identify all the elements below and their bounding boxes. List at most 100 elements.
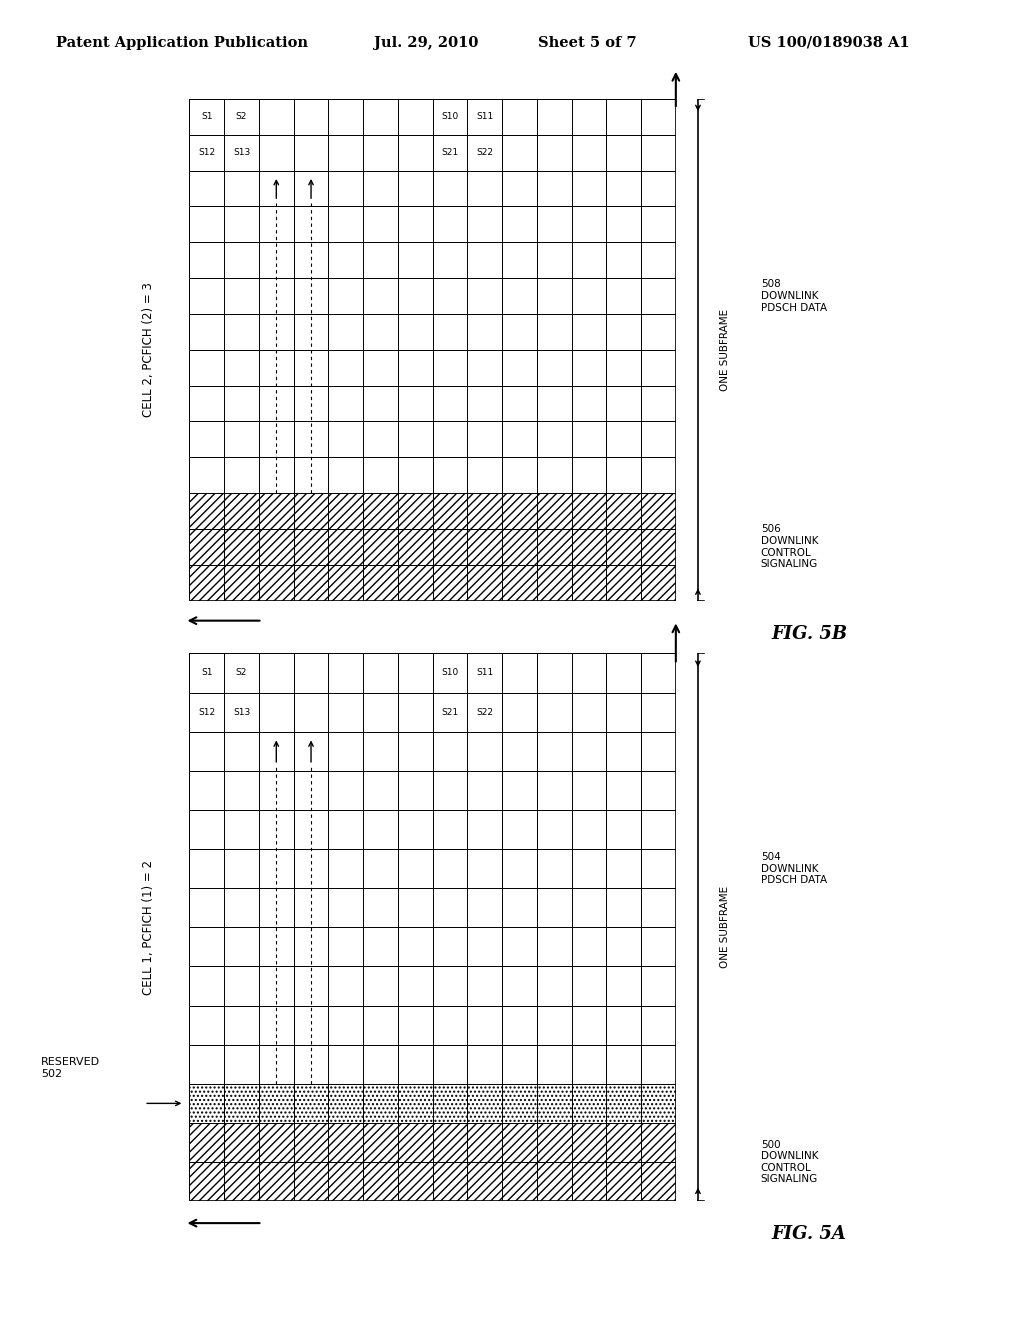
Bar bbox=[641, 810, 676, 849]
Bar bbox=[259, 206, 294, 243]
Bar bbox=[641, 653, 676, 693]
Bar bbox=[502, 966, 537, 1006]
Bar bbox=[467, 314, 502, 350]
Bar bbox=[329, 314, 364, 350]
Bar bbox=[364, 888, 398, 927]
Bar bbox=[432, 206, 467, 243]
Bar bbox=[467, 888, 502, 927]
Bar bbox=[189, 206, 224, 243]
Bar bbox=[641, 494, 676, 529]
Bar bbox=[641, 1084, 676, 1123]
Bar bbox=[398, 1162, 432, 1201]
Bar bbox=[224, 693, 259, 731]
Bar bbox=[294, 206, 329, 243]
Bar bbox=[641, 1044, 676, 1084]
Bar bbox=[189, 1044, 224, 1084]
Bar bbox=[571, 529, 606, 565]
Bar bbox=[537, 529, 571, 565]
Bar bbox=[329, 565, 364, 601]
Bar bbox=[467, 243, 502, 279]
Bar bbox=[502, 565, 537, 601]
Bar bbox=[432, 135, 467, 170]
Bar bbox=[259, 135, 294, 170]
Bar bbox=[467, 529, 502, 565]
Bar bbox=[329, 494, 364, 529]
Bar bbox=[537, 135, 571, 170]
Bar bbox=[398, 385, 432, 421]
Bar bbox=[224, 529, 259, 565]
Bar bbox=[641, 350, 676, 385]
Bar bbox=[364, 771, 398, 810]
Bar bbox=[364, 966, 398, 1006]
Bar bbox=[224, 565, 259, 601]
Bar bbox=[259, 350, 294, 385]
Text: US 100/0189038 A1: US 100/0189038 A1 bbox=[748, 36, 909, 50]
Text: S13: S13 bbox=[232, 148, 250, 157]
Bar bbox=[502, 421, 537, 457]
Text: FIG. 5A: FIG. 5A bbox=[771, 1225, 846, 1243]
Bar bbox=[641, 1123, 676, 1162]
Bar bbox=[606, 529, 641, 565]
Bar bbox=[294, 457, 329, 494]
Bar bbox=[571, 243, 606, 279]
Bar bbox=[224, 135, 259, 170]
Bar bbox=[398, 1044, 432, 1084]
Bar bbox=[189, 494, 224, 529]
Bar bbox=[467, 653, 502, 693]
Bar bbox=[398, 1162, 432, 1201]
Bar bbox=[502, 314, 537, 350]
Bar bbox=[467, 1006, 502, 1044]
Bar bbox=[502, 849, 537, 888]
Bar bbox=[467, 135, 502, 170]
Bar bbox=[641, 849, 676, 888]
Bar bbox=[189, 421, 224, 457]
Bar bbox=[364, 279, 398, 314]
Bar bbox=[502, 494, 537, 529]
Bar bbox=[224, 457, 259, 494]
Bar bbox=[294, 243, 329, 279]
Bar bbox=[432, 565, 467, 601]
Bar bbox=[294, 1044, 329, 1084]
Bar bbox=[189, 927, 224, 966]
Bar bbox=[398, 1084, 432, 1123]
Bar bbox=[467, 421, 502, 457]
Bar bbox=[502, 243, 537, 279]
Bar bbox=[259, 888, 294, 927]
Bar bbox=[398, 206, 432, 243]
Bar bbox=[259, 810, 294, 849]
Bar bbox=[189, 966, 224, 1006]
Bar bbox=[537, 849, 571, 888]
Bar bbox=[329, 350, 364, 385]
Bar bbox=[467, 693, 502, 731]
Bar bbox=[294, 350, 329, 385]
Bar bbox=[294, 99, 329, 135]
Text: Sheet 5 of 7: Sheet 5 of 7 bbox=[538, 36, 636, 50]
Text: Jul. 29, 2010: Jul. 29, 2010 bbox=[374, 36, 478, 50]
Bar bbox=[467, 565, 502, 601]
Bar bbox=[224, 731, 259, 771]
Bar bbox=[606, 565, 641, 601]
Bar bbox=[537, 457, 571, 494]
Bar bbox=[537, 494, 571, 529]
Bar bbox=[571, 693, 606, 731]
Bar bbox=[189, 810, 224, 849]
Text: S21: S21 bbox=[441, 148, 459, 157]
Bar bbox=[432, 1044, 467, 1084]
Bar bbox=[364, 693, 398, 731]
Bar bbox=[432, 966, 467, 1006]
Bar bbox=[606, 1006, 641, 1044]
Bar bbox=[259, 279, 294, 314]
Bar bbox=[537, 1044, 571, 1084]
Bar bbox=[259, 494, 294, 529]
Bar bbox=[606, 135, 641, 170]
Bar bbox=[606, 888, 641, 927]
Bar bbox=[537, 421, 571, 457]
Bar bbox=[502, 1084, 537, 1123]
Bar bbox=[294, 1123, 329, 1162]
Bar bbox=[294, 1084, 329, 1123]
Bar bbox=[502, 457, 537, 494]
Bar bbox=[329, 135, 364, 170]
Bar bbox=[398, 927, 432, 966]
Bar bbox=[329, 731, 364, 771]
Bar bbox=[329, 206, 364, 243]
